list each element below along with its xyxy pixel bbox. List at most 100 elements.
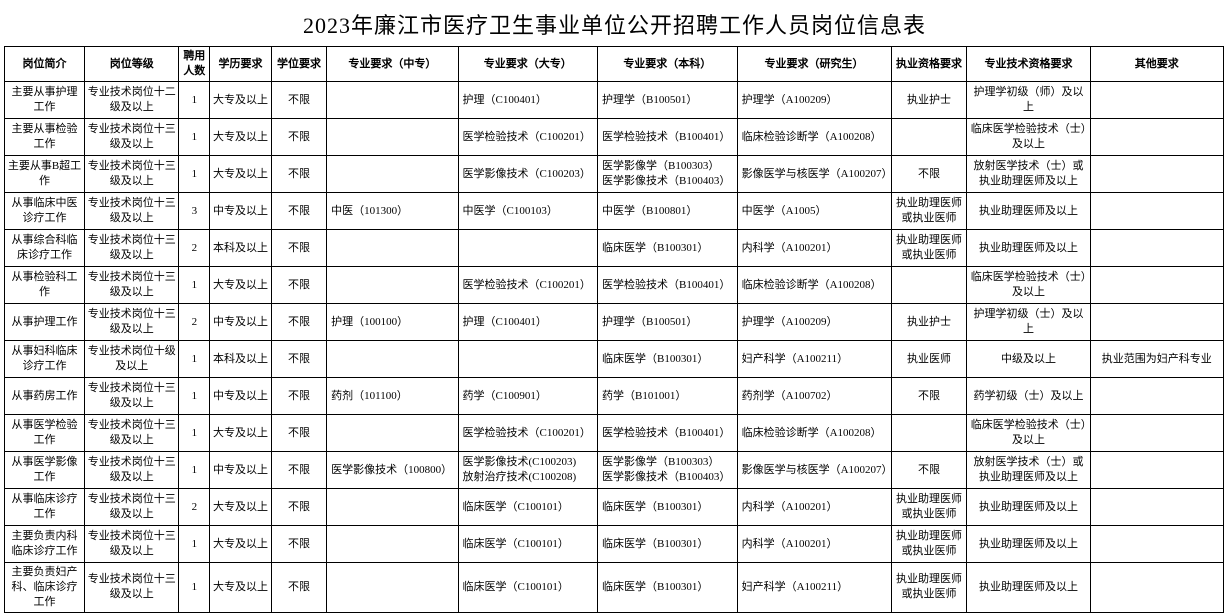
table-cell: 临床医学（B100301） — [598, 230, 738, 267]
table-cell — [327, 230, 458, 267]
table-cell: 主要负责内科临床诊疗工作 — [5, 526, 85, 563]
table-cell: 护理学初级（士）及以上 — [967, 304, 1090, 341]
table-cell: 专业技术岗位十三级及以上 — [85, 267, 179, 304]
table-cell: 不限 — [271, 119, 326, 156]
table-cell: 药学（B101001） — [598, 378, 738, 415]
table-cell — [327, 156, 458, 193]
table-cell — [1090, 82, 1223, 119]
table-cell — [327, 489, 458, 526]
table-cell: 药剂学（A100702） — [737, 378, 891, 415]
table-cell: 执业助理医师及以上 — [967, 563, 1090, 613]
table-cell: 执业助理医师及以上 — [967, 230, 1090, 267]
table-cell: 医学影像学（B100303）医学影像技术（B100403） — [598, 452, 738, 489]
col-header: 岗位简介 — [5, 47, 85, 82]
page-title: 2023年廉江市医疗卫生事业单位公开招聘工作人员岗位信息表 — [0, 0, 1229, 46]
table-cell: 专业技术岗位十级及以上 — [85, 341, 179, 378]
table-cell — [458, 341, 598, 378]
table-cell: 主要从事B超工作 — [5, 156, 85, 193]
col-header: 聘用人数 — [179, 47, 210, 82]
table-cell: 医学检验技术（C100201） — [458, 267, 598, 304]
table-cell: 执业助理医师或执业医师 — [891, 563, 967, 613]
table-cell: 不限 — [271, 563, 326, 613]
table-cell: 执业助理医师及以上 — [967, 193, 1090, 230]
table-cell: 护理（100100） — [327, 304, 458, 341]
job-table: 岗位简介 岗位等级 聘用人数 学历要求 学位要求 专业要求（中专） 专业要求（大… — [4, 46, 1224, 613]
table-cell: 不限 — [271, 193, 326, 230]
table-cell: 放射医学技术（士）或执业助理医师及以上 — [967, 452, 1090, 489]
table-cell: 从事临床中医诊疗工作 — [5, 193, 85, 230]
table-cell: 中医学（A1005） — [737, 193, 891, 230]
table-row: 主要从事护理工作专业技术岗位十二级及以上1大专及以上不限护理（C100401）护… — [5, 82, 1224, 119]
table-cell: 不限 — [271, 452, 326, 489]
table-cell: 不限 — [271, 304, 326, 341]
table-cell: 医学影像技术（C100203） — [458, 156, 598, 193]
table-cell: 专业技术岗位十三级及以上 — [85, 415, 179, 452]
table-cell: 中专及以上 — [210, 304, 272, 341]
table-cell: 1 — [179, 526, 210, 563]
table-cell: 影像医学与核医学（A100207） — [737, 156, 891, 193]
table-cell — [891, 119, 967, 156]
table-cell — [327, 119, 458, 156]
table-cell: 大专及以上 — [210, 267, 272, 304]
table-cell: 1 — [179, 378, 210, 415]
table-cell: 执业助理医师或执业医师 — [891, 489, 967, 526]
table-row: 从事医学检验工作专业技术岗位十三级及以上1大专及以上不限医学检验技术（C1002… — [5, 415, 1224, 452]
table-row: 从事护理工作专业技术岗位十三级及以上2中专及以上不限护理（100100）护理（C… — [5, 304, 1224, 341]
table-row: 从事妇科临床诊疗工作专业技术岗位十级及以上1本科及以上不限临床医学（B10030… — [5, 341, 1224, 378]
table-cell: 护理学（B100501） — [598, 82, 738, 119]
table-cell — [327, 526, 458, 563]
table-cell — [1090, 378, 1223, 415]
table-cell: 临床检验诊断学（A100208） — [737, 119, 891, 156]
table-cell: 妇产科学（A100211） — [737, 341, 891, 378]
table-cell: 大专及以上 — [210, 489, 272, 526]
table-cell: 护理（C100401） — [458, 82, 598, 119]
table-cell — [327, 341, 458, 378]
table-cell: 内科学（A100201） — [737, 489, 891, 526]
table-cell: 从事药房工作 — [5, 378, 85, 415]
table-cell: 不限 — [271, 415, 326, 452]
table-cell: 中医（101300） — [327, 193, 458, 230]
table-cell: 大专及以上 — [210, 563, 272, 613]
table-cell: 医学影像技术（100800） — [327, 452, 458, 489]
table-cell: 药学（C100901） — [458, 378, 598, 415]
table-row: 主要负责妇产科、临床诊疗工作专业技术岗位十三级及以上1大专及以上不限临床医学（C… — [5, 563, 1224, 613]
table-cell: 临床医学（C100101） — [458, 563, 598, 613]
table-cell: 1 — [179, 341, 210, 378]
table-cell: 不限 — [271, 230, 326, 267]
table-cell: 护理学（A100209） — [737, 304, 891, 341]
table-cell: 护理（C100401） — [458, 304, 598, 341]
table-cell — [1090, 526, 1223, 563]
table-cell: 主要负责妇产科、临床诊疗工作 — [5, 563, 85, 613]
table-cell: 不限 — [271, 156, 326, 193]
table-cell: 护理学（A100209） — [737, 82, 891, 119]
table-cell: 1 — [179, 156, 210, 193]
table-row: 从事临床诊疗工作专业技术岗位十三级及以上2大专及以上不限临床医学（C100101… — [5, 489, 1224, 526]
table-cell: 医学检验技术（C100201） — [458, 119, 598, 156]
table-cell: 3 — [179, 193, 210, 230]
table-cell: 临床医学（C100101） — [458, 526, 598, 563]
table-cell: 执业护士 — [891, 82, 967, 119]
table-cell: 专业技术岗位十三级及以上 — [85, 526, 179, 563]
table-cell: 执业范围为妇产科专业 — [1090, 341, 1223, 378]
table-row: 从事医学影像工作专业技术岗位十三级及以上1中专及以上不限医学影像技术（10080… — [5, 452, 1224, 489]
table-cell: 放射医学技术（士）或执业助理医师及以上 — [967, 156, 1090, 193]
col-header: 岗位等级 — [85, 47, 179, 82]
table-cell: 临床检验诊断学（A100208） — [737, 267, 891, 304]
table-cell: 不限 — [891, 378, 967, 415]
table-cell: 医学影像技术(C100203)放射治疗技术(C100208) — [458, 452, 598, 489]
table-cell — [891, 267, 967, 304]
col-header: 专业要求（本科） — [598, 47, 738, 82]
table-cell — [1090, 304, 1223, 341]
table-cell — [1090, 119, 1223, 156]
table-cell: 1 — [179, 267, 210, 304]
table-cell: 执业护士 — [891, 304, 967, 341]
table-cell — [327, 82, 458, 119]
table-cell: 大专及以上 — [210, 156, 272, 193]
table-row: 从事综合科临床诊疗工作专业技术岗位十三级及以上2本科及以上不限临床医学（B100… — [5, 230, 1224, 267]
table-cell: 不限 — [891, 156, 967, 193]
table-cell: 妇产科学（A100211） — [737, 563, 891, 613]
table-cell: 专业技术岗位十三级及以上 — [85, 230, 179, 267]
table-cell — [1090, 156, 1223, 193]
table-cell: 专业技术岗位十三级及以上 — [85, 452, 179, 489]
table-cell: 执业助理医师或执业医师 — [891, 193, 967, 230]
